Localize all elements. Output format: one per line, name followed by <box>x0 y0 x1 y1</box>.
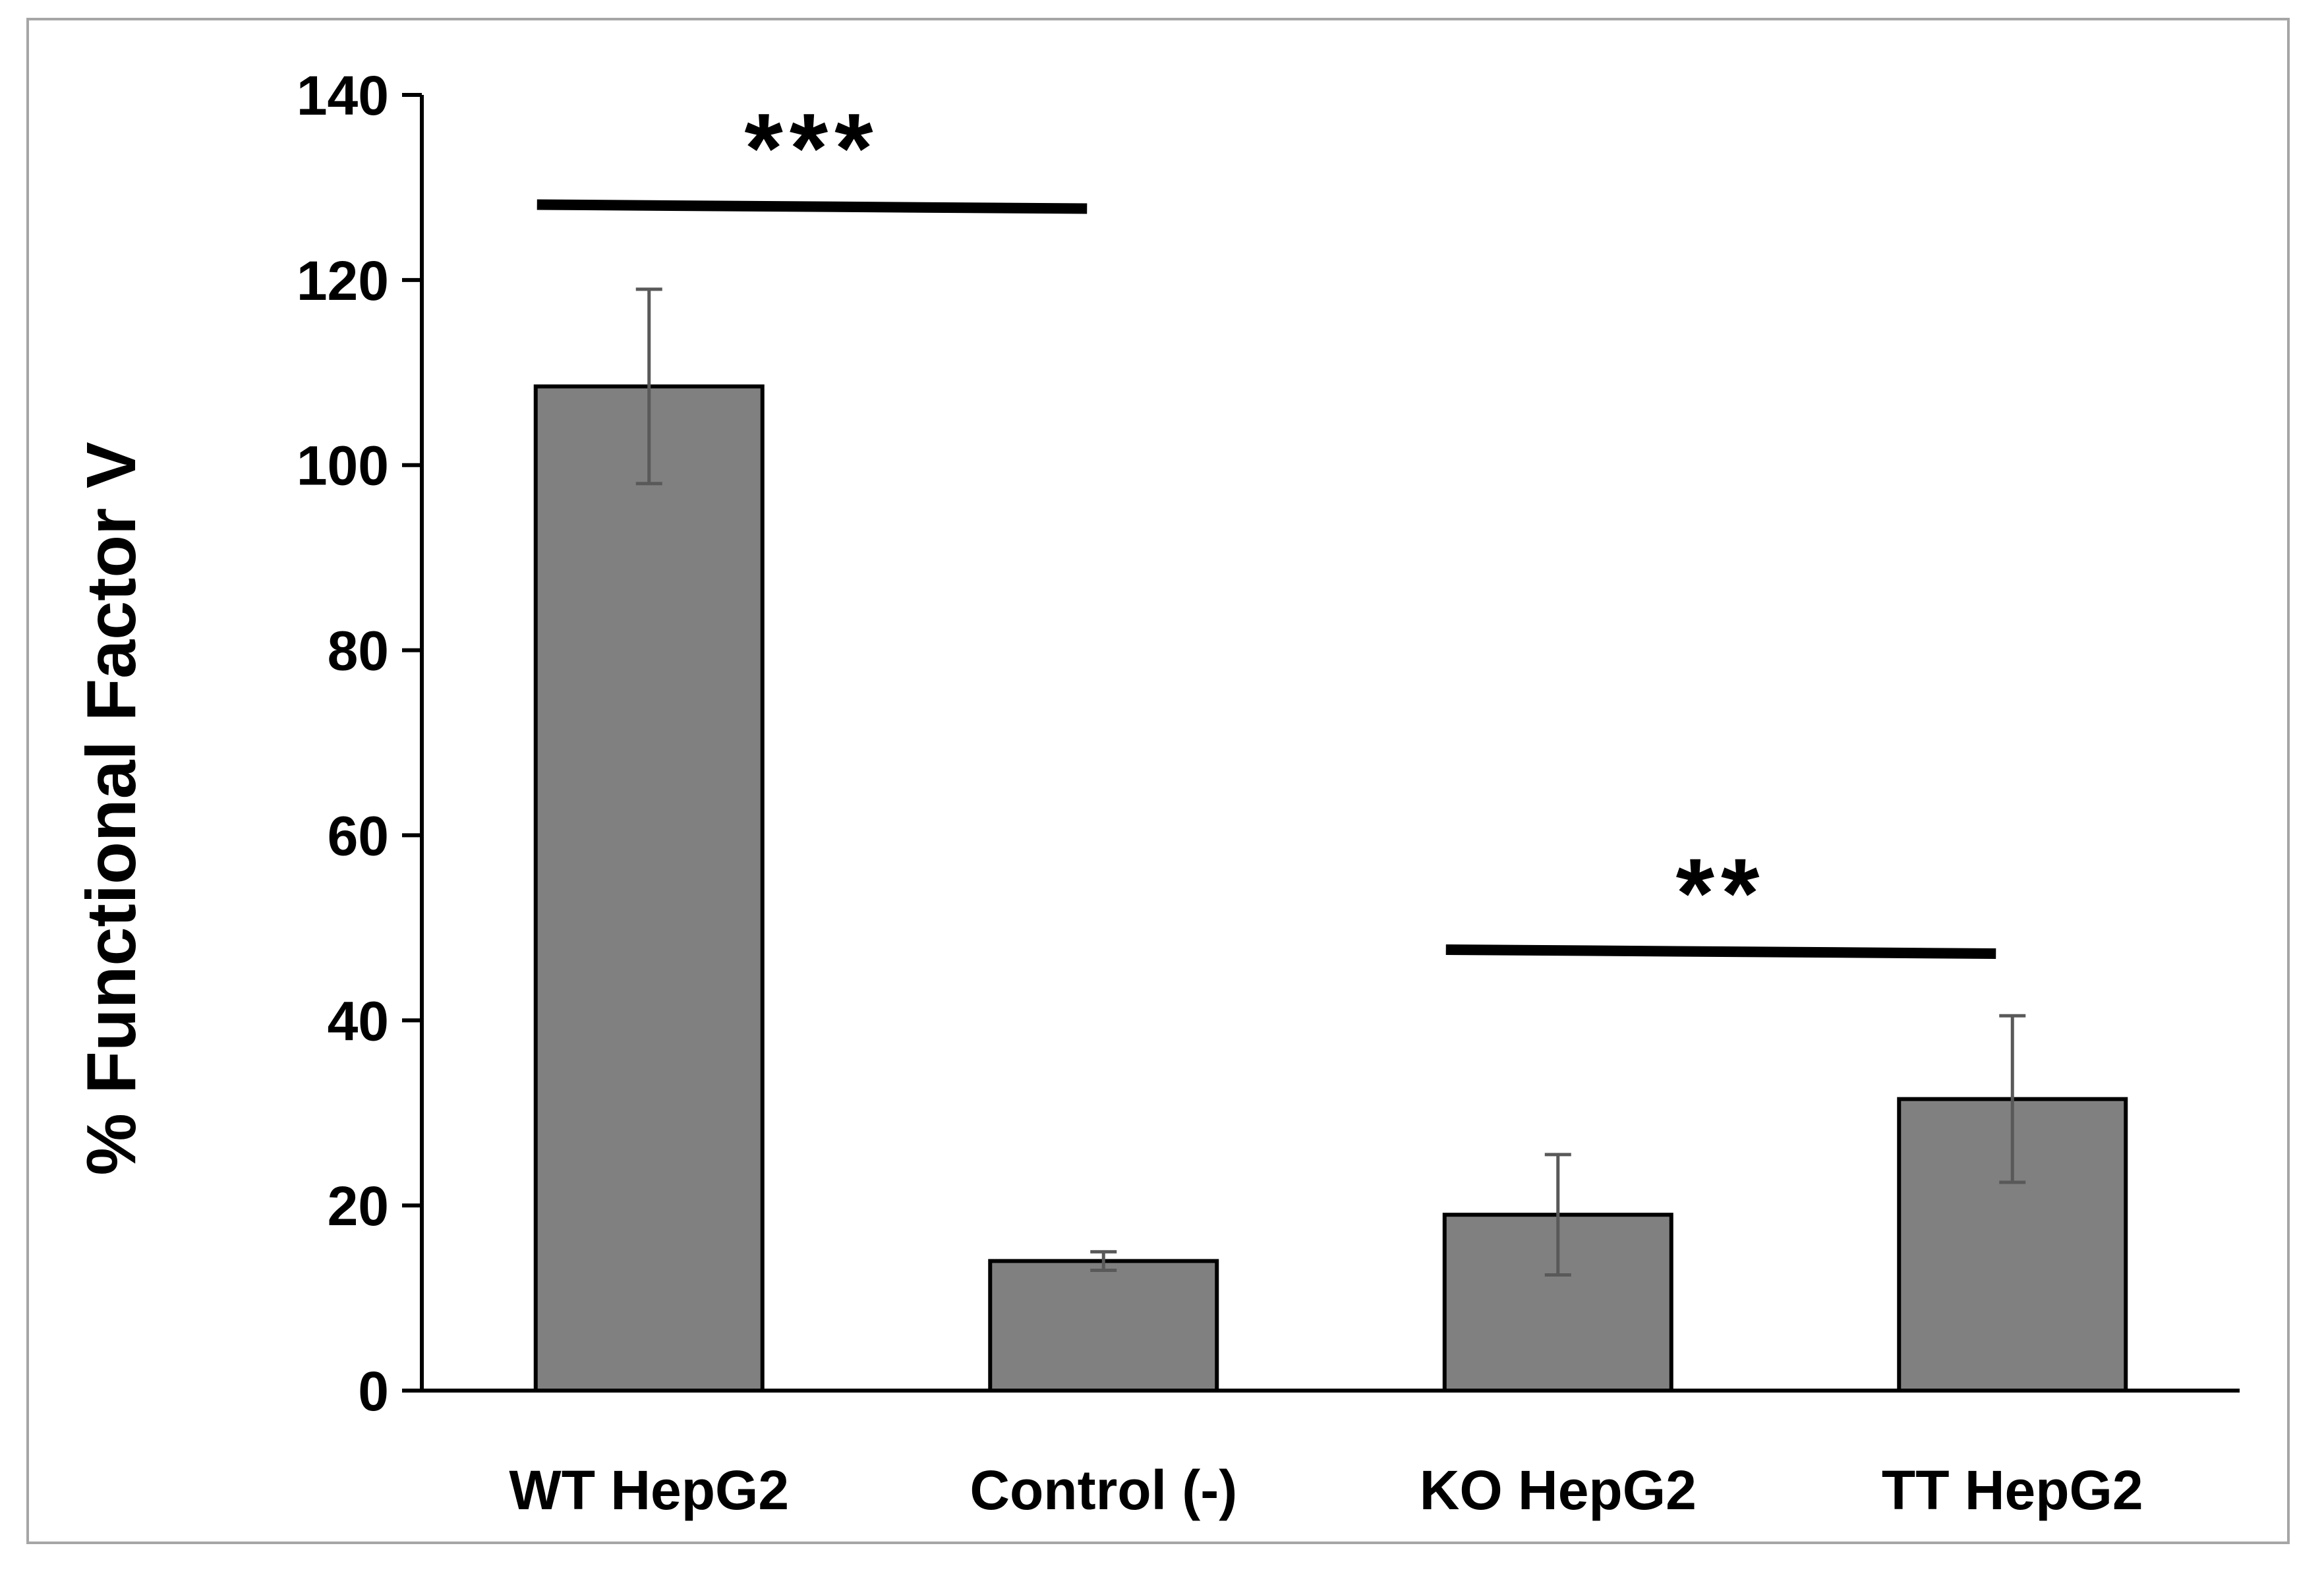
x-tick-label-1: Control (-) <box>970 1459 1237 1521</box>
x-tick-label-2: KO HepG2 <box>1420 1459 1697 1521</box>
y-tick-label-7: 140 <box>297 65 389 127</box>
y-ticks-layer: 0 20 40 60 80 100 120 140 <box>297 65 422 1422</box>
significance-line-0 <box>537 199 1088 214</box>
significance-label-0: *** <box>744 93 879 204</box>
axes-layer <box>402 95 2240 1393</box>
x-tick-label-3: TT HepG2 <box>1882 1459 2143 1521</box>
significance-layer: ***** <box>537 93 1996 959</box>
significance-label-1: ** <box>1676 838 1766 948</box>
y-tick-label-0: 0 <box>358 1360 389 1422</box>
y-tick-label-4: 80 <box>328 620 389 682</box>
y-tick-label-5: 100 <box>297 435 389 497</box>
y-tick-label-2: 40 <box>328 990 389 1052</box>
y-tick-label-3: 60 <box>328 805 389 867</box>
y-tick-label-1: 20 <box>328 1175 389 1237</box>
x-labels-layer: WT HepG2 Control (-) KO HepG2 TT HepG2 <box>509 1459 2143 1521</box>
bar-0 <box>533 384 765 1393</box>
y-axis-title: % Functional Factor V <box>73 442 150 1175</box>
error-bars-layer <box>635 287 2026 1277</box>
bars-layer <box>533 384 2128 1393</box>
x-tick-label-0: WT HepG2 <box>509 1459 789 1521</box>
significance-line-1 <box>1445 944 1996 959</box>
y-tick-label-6: 120 <box>297 250 389 312</box>
bar-1 <box>988 1259 1219 1393</box>
